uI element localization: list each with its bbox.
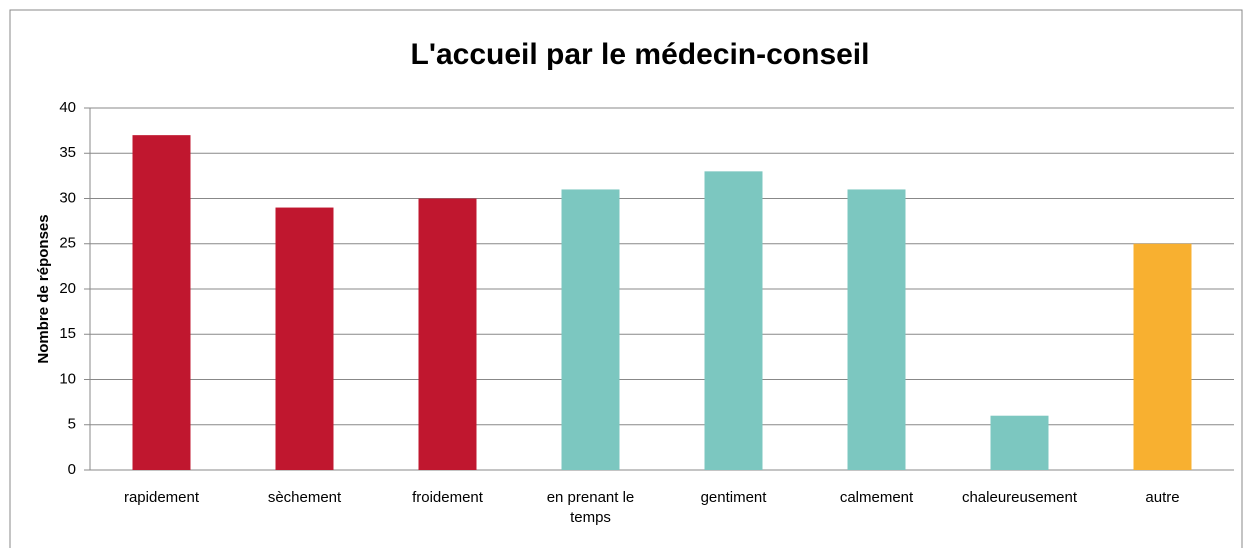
bar (561, 189, 620, 470)
y-tick-label: 5 (68, 416, 76, 433)
y-tick-label: 30 (59, 189, 76, 206)
bar (847, 189, 906, 470)
chart-title: L'accueil par le médecin-conseil (411, 38, 870, 71)
y-tick-label: 20 (59, 280, 76, 297)
y-tick-label: 35 (59, 144, 76, 161)
bar (418, 198, 477, 470)
x-tick-label: calmement (839, 489, 914, 506)
y-tick-label: 25 (59, 235, 76, 252)
y-tick-label: 0 (68, 461, 76, 478)
x-tick-label: autre (1145, 489, 1180, 506)
bar (704, 171, 763, 470)
bar (132, 135, 191, 470)
x-tick-label: froidement (412, 489, 483, 506)
bar (990, 415, 1049, 470)
x-tick-label: chaleureusement (961, 489, 1078, 506)
chart-frame (9, 9, 1243, 548)
x-tick-label: gentiment (700, 489, 767, 506)
x-tick-label: rapidement (123, 489, 200, 506)
y-tick-label: 40 (59, 99, 76, 116)
y-tick-label: 15 (59, 325, 76, 342)
x-tick-label: sèchement (267, 489, 342, 506)
bar (1133, 243, 1192, 470)
x-tick-label: en prenant le temps (546, 489, 635, 526)
y-tick-label: 10 (59, 370, 76, 387)
y-axis-label: Nombre de réponses (35, 214, 52, 363)
bar (275, 207, 334, 471)
